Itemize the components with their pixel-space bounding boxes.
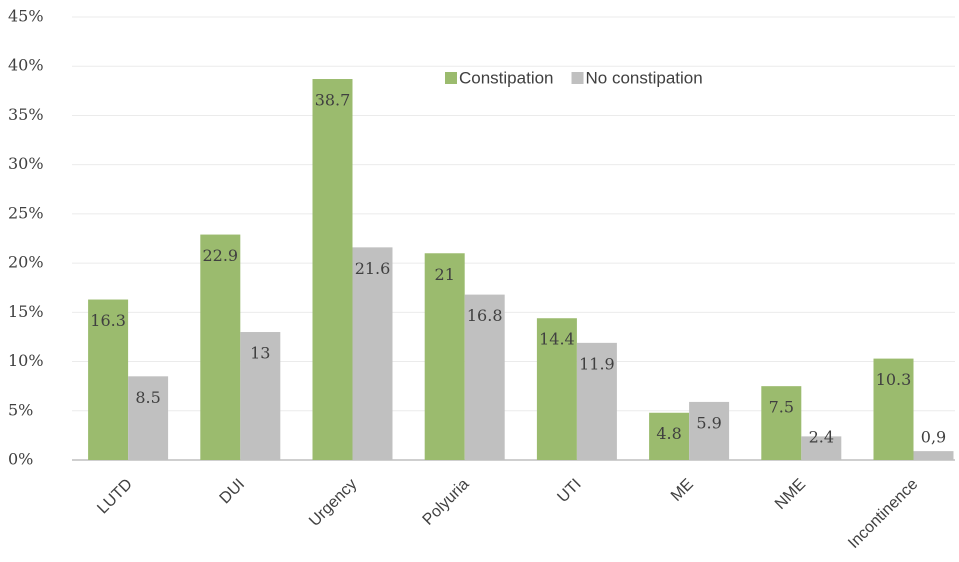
- value-label: 5.9: [696, 413, 721, 432]
- value-label: 7.5: [769, 398, 794, 417]
- bar: [761, 386, 802, 460]
- bar: [200, 234, 241, 460]
- value-label: 10.3: [876, 370, 912, 389]
- bar: [873, 358, 914, 460]
- bar: [424, 253, 465, 460]
- legend-label: No constipation: [586, 68, 703, 87]
- bar: [464, 294, 505, 460]
- y-tick-label: 45%: [8, 7, 44, 26]
- value-label: 11.9: [579, 354, 615, 373]
- bar: [801, 436, 842, 460]
- y-tick-label: 10%: [8, 351, 44, 370]
- bar: [576, 342, 617, 460]
- y-tick-label: 40%: [8, 56, 44, 75]
- value-label: 16.8: [467, 306, 503, 325]
- value-label: 38.7: [315, 91, 351, 110]
- legend-swatch: [571, 72, 584, 84]
- value-label: 13: [250, 344, 270, 363]
- bar: [312, 79, 353, 461]
- x-tick-label: DUI: [217, 476, 249, 508]
- bar: [536, 318, 577, 460]
- value-label: 16.3: [90, 311, 126, 330]
- value-label: 0,9: [921, 428, 946, 447]
- y-tick-label: 5%: [8, 400, 33, 419]
- value-label: 4.8: [656, 424, 681, 443]
- x-tick-label: Incontinence: [845, 476, 921, 552]
- y-tick-label: 35%: [8, 105, 44, 124]
- bar: [128, 376, 169, 460]
- value-label: 8.5: [135, 388, 160, 407]
- x-tick-label: NME: [772, 476, 809, 513]
- bar: [240, 332, 281, 460]
- bar: [88, 299, 129, 460]
- x-tick-label: Urgency: [306, 476, 360, 530]
- bar: [649, 412, 690, 460]
- legend-label: Constipation: [459, 68, 554, 87]
- y-tick-label: 25%: [8, 203, 44, 222]
- bar: [913, 451, 954, 460]
- value-label: 14.4: [539, 330, 575, 349]
- y-tick-label: 20%: [8, 253, 44, 272]
- bar: [352, 247, 393, 460]
- x-tick-label: LUTD: [94, 476, 136, 518]
- bar: [689, 401, 730, 460]
- y-tick-label: 0%: [8, 450, 33, 469]
- value-label: 22.9: [202, 246, 238, 265]
- value-label: 21.6: [355, 259, 391, 278]
- y-tick-label: 15%: [8, 302, 44, 321]
- legend-swatch: [445, 72, 457, 84]
- x-tick-label: Polyuria: [420, 476, 473, 529]
- y-tick-label: 30%: [8, 154, 44, 173]
- x-tick-label: ME: [668, 476, 697, 505]
- value-label: 2.4: [809, 428, 834, 447]
- x-tick-label: UTI: [554, 476, 584, 506]
- value-label: 21: [435, 265, 455, 284]
